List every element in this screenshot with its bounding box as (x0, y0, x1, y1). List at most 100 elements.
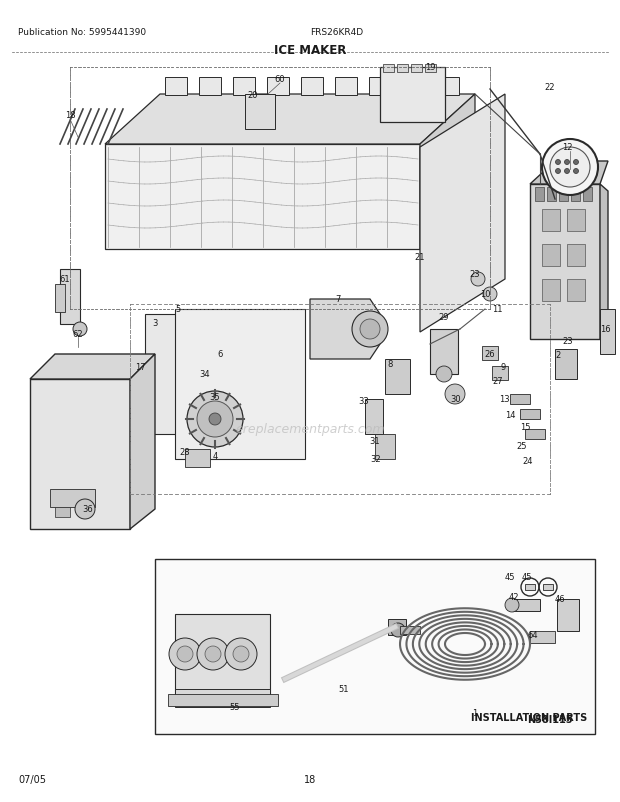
Text: ICE MAKER: ICE MAKER (274, 44, 346, 57)
Bar (245, 95, 275, 130)
Text: 42: 42 (509, 593, 519, 602)
Bar (547, 188, 556, 202)
Text: ereplacementparts.com: ereplacementparts.com (235, 423, 385, 436)
Polygon shape (30, 354, 155, 379)
Bar (185, 449, 210, 468)
Circle shape (445, 384, 465, 404)
Bar (369, 78, 391, 96)
Text: 62: 62 (73, 330, 83, 339)
Bar (525, 585, 535, 590)
Text: 20: 20 (248, 91, 259, 100)
Text: 26: 26 (485, 350, 495, 359)
Circle shape (483, 288, 497, 302)
Polygon shape (105, 145, 420, 249)
Bar (233, 78, 255, 96)
Circle shape (187, 391, 243, 448)
Text: 11: 11 (492, 305, 502, 314)
Text: 15: 15 (520, 423, 530, 432)
Circle shape (574, 160, 578, 165)
Text: 4: 4 (213, 452, 218, 461)
Text: 6: 6 (218, 350, 223, 359)
Text: 25: 25 (516, 442, 527, 451)
Polygon shape (30, 379, 130, 529)
Bar (55, 508, 70, 517)
Text: 34: 34 (200, 370, 210, 379)
Circle shape (205, 646, 221, 662)
Bar (482, 346, 498, 361)
Circle shape (73, 322, 87, 337)
Bar (542, 210, 560, 232)
Bar (403, 78, 425, 96)
Bar (530, 631, 555, 643)
Bar (267, 78, 289, 96)
Text: 31: 31 (370, 437, 380, 446)
Text: 13: 13 (498, 395, 509, 404)
Bar (375, 435, 395, 460)
Bar (583, 188, 592, 202)
Bar (165, 78, 187, 96)
Bar (365, 399, 383, 435)
Bar (60, 269, 80, 325)
Text: N58I115: N58I115 (527, 714, 573, 724)
Bar (400, 626, 420, 634)
Bar (567, 245, 585, 267)
Text: 18: 18 (304, 774, 316, 784)
Text: 3: 3 (153, 319, 157, 328)
Circle shape (550, 148, 590, 188)
Bar (567, 210, 585, 232)
Polygon shape (130, 354, 155, 529)
Bar (425, 65, 436, 73)
Text: 36: 36 (82, 505, 94, 514)
Bar (388, 619, 406, 635)
Text: 19: 19 (425, 63, 435, 72)
Circle shape (542, 140, 598, 196)
Bar (50, 489, 95, 508)
Bar (542, 245, 560, 267)
Circle shape (436, 367, 452, 383)
Bar (155, 559, 595, 734)
Text: 60: 60 (275, 75, 285, 84)
Bar (383, 65, 394, 73)
Text: 45: 45 (505, 573, 515, 581)
Bar (335, 78, 357, 96)
Bar (567, 280, 585, 302)
Bar (437, 78, 459, 96)
Circle shape (75, 500, 95, 520)
Circle shape (177, 646, 193, 662)
Polygon shape (530, 184, 600, 339)
Bar (510, 395, 530, 404)
Polygon shape (530, 162, 608, 184)
Text: 16: 16 (600, 325, 610, 334)
Text: 61: 61 (60, 275, 70, 284)
Text: INSTALLATION PARTS: INSTALLATION PARTS (471, 712, 587, 722)
Bar (175, 689, 270, 707)
Text: 23: 23 (470, 270, 480, 279)
Circle shape (391, 623, 405, 638)
Text: 27: 27 (493, 377, 503, 386)
Text: 18: 18 (64, 111, 75, 119)
Text: 45: 45 (522, 573, 532, 581)
Text: 29: 29 (439, 313, 450, 322)
Bar (571, 188, 580, 202)
Text: 32: 32 (371, 455, 381, 464)
Bar (397, 65, 408, 73)
Text: 55: 55 (230, 703, 240, 711)
Text: 51: 51 (339, 685, 349, 694)
Text: 9: 9 (500, 363, 506, 372)
Text: 7: 7 (335, 295, 340, 304)
Bar (542, 280, 560, 302)
Polygon shape (420, 95, 505, 333)
Text: 46: 46 (555, 595, 565, 604)
Circle shape (209, 414, 221, 426)
Text: 1: 1 (472, 709, 477, 718)
Bar (559, 188, 568, 202)
Polygon shape (105, 95, 475, 145)
Circle shape (471, 273, 485, 286)
Bar (301, 78, 323, 96)
Circle shape (169, 638, 201, 670)
Bar (175, 614, 270, 695)
Text: FRS26KR4D: FRS26KR4D (310, 28, 363, 37)
Text: 14: 14 (505, 411, 515, 420)
Bar (492, 367, 508, 380)
Text: 33: 33 (358, 397, 370, 406)
